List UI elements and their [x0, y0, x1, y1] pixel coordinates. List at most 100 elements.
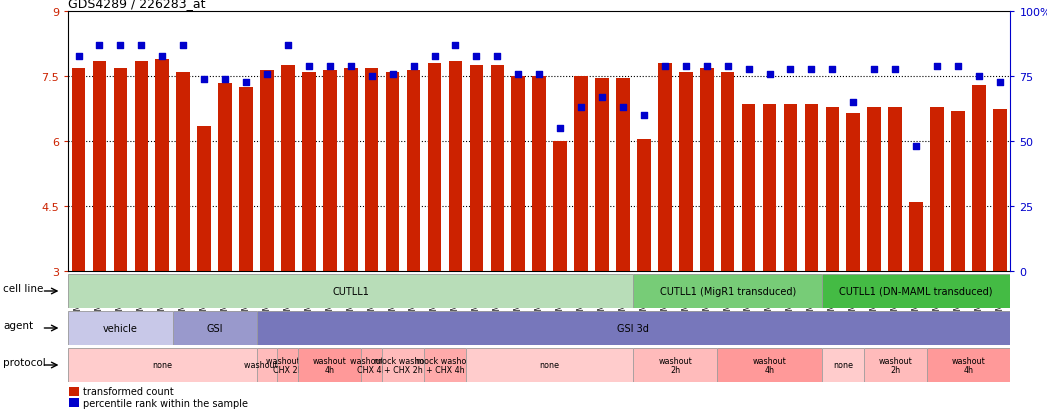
Bar	[176, 73, 191, 271]
Point	[300, 64, 317, 70]
Bar	[365, 69, 379, 271]
Bar	[93, 62, 107, 271]
Bar	[867, 107, 882, 271]
Point	[280, 43, 296, 50]
Point	[91, 43, 108, 50]
Point	[866, 66, 883, 73]
Text: cell line: cell line	[3, 284, 44, 294]
Bar	[71, 69, 86, 271]
Bar	[783, 105, 798, 271]
Point	[929, 64, 945, 70]
Text: washout
2h: washout 2h	[878, 356, 912, 375]
Bar	[219, 83, 232, 271]
Text: agent: agent	[3, 320, 34, 330]
Bar	[69, 387, 79, 396]
Point	[217, 76, 233, 83]
Text: washout
4h: washout 4h	[313, 356, 347, 375]
Point	[426, 53, 443, 60]
Point	[782, 66, 799, 73]
Point	[677, 64, 694, 70]
Point	[971, 74, 987, 81]
Bar	[659, 64, 672, 271]
Point	[342, 64, 359, 70]
Bar	[282, 66, 295, 271]
Text: CUTLL1: CUTLL1	[332, 286, 370, 296]
Point	[363, 74, 380, 81]
Text: percentile rank within the sample: percentile rank within the sample	[83, 398, 248, 408]
Point	[698, 64, 715, 70]
Point	[615, 105, 631, 112]
Bar	[470, 66, 484, 271]
Point	[489, 53, 506, 60]
Bar	[491, 66, 505, 271]
Text: vehicle: vehicle	[103, 323, 138, 333]
Point	[405, 64, 422, 70]
Text: mock washout
+ CHX 4h: mock washout + CHX 4h	[416, 356, 474, 375]
Text: washout +
CHX 2h: washout + CHX 2h	[267, 356, 309, 375]
Bar	[156, 60, 170, 271]
Point	[887, 66, 904, 73]
Text: CUTLL1 (DN-MAML transduced): CUTLL1 (DN-MAML transduced)	[840, 286, 993, 296]
Point	[70, 53, 87, 60]
Point	[259, 71, 275, 78]
Bar	[994, 109, 1007, 271]
Text: mock washout
+ CHX 2h: mock washout + CHX 2h	[374, 356, 432, 375]
Point	[133, 43, 150, 50]
Bar	[616, 79, 630, 271]
Point	[112, 43, 129, 50]
Text: GSI 3d: GSI 3d	[618, 323, 649, 333]
Bar	[721, 73, 735, 271]
Bar	[344, 69, 358, 271]
Point	[740, 66, 757, 73]
Bar	[638, 140, 651, 271]
Point	[573, 105, 589, 112]
Text: protocol: protocol	[3, 357, 46, 368]
Bar	[303, 73, 316, 271]
Bar	[909, 202, 923, 271]
Bar	[512, 77, 526, 271]
Point	[845, 100, 862, 106]
Bar	[554, 142, 567, 271]
Bar	[805, 105, 819, 271]
Bar	[889, 107, 903, 271]
Bar	[742, 105, 756, 271]
Point	[908, 144, 925, 150]
Point	[992, 79, 1008, 85]
Point	[594, 95, 610, 101]
Point	[950, 64, 966, 70]
Bar	[826, 107, 840, 271]
Bar	[680, 73, 693, 271]
Bar	[386, 73, 400, 271]
Point	[196, 76, 213, 83]
Text: transformed count: transformed count	[83, 386, 174, 396]
Point	[510, 71, 527, 78]
Text: GDS4289 / 226283_at: GDS4289 / 226283_at	[68, 0, 205, 10]
Text: GSI: GSI	[206, 323, 223, 333]
Point	[321, 64, 338, 70]
Bar	[931, 107, 944, 271]
Bar	[135, 62, 149, 271]
Bar	[700, 69, 714, 271]
Point	[761, 71, 778, 78]
Bar	[847, 114, 861, 271]
Bar	[113, 69, 128, 271]
Text: CUTLL1 (MigR1 transduced): CUTLL1 (MigR1 transduced)	[660, 286, 796, 296]
Bar	[324, 71, 337, 271]
Bar	[596, 79, 609, 271]
Point	[531, 71, 548, 78]
Bar	[952, 112, 965, 271]
Text: washout +
CHX 4h: washout + CHX 4h	[351, 356, 393, 375]
Point	[175, 43, 192, 50]
Text: washout
2h: washout 2h	[659, 356, 692, 375]
Point	[636, 113, 652, 119]
Text: none: none	[832, 361, 853, 370]
Text: washout
4h: washout 4h	[753, 356, 786, 375]
Bar	[261, 71, 274, 271]
Bar	[407, 71, 421, 271]
Text: washout
4h: washout 4h	[952, 356, 985, 375]
Point	[384, 71, 401, 78]
Bar	[973, 86, 986, 271]
Point	[656, 64, 673, 70]
Bar	[240, 88, 253, 271]
Point	[824, 66, 841, 73]
